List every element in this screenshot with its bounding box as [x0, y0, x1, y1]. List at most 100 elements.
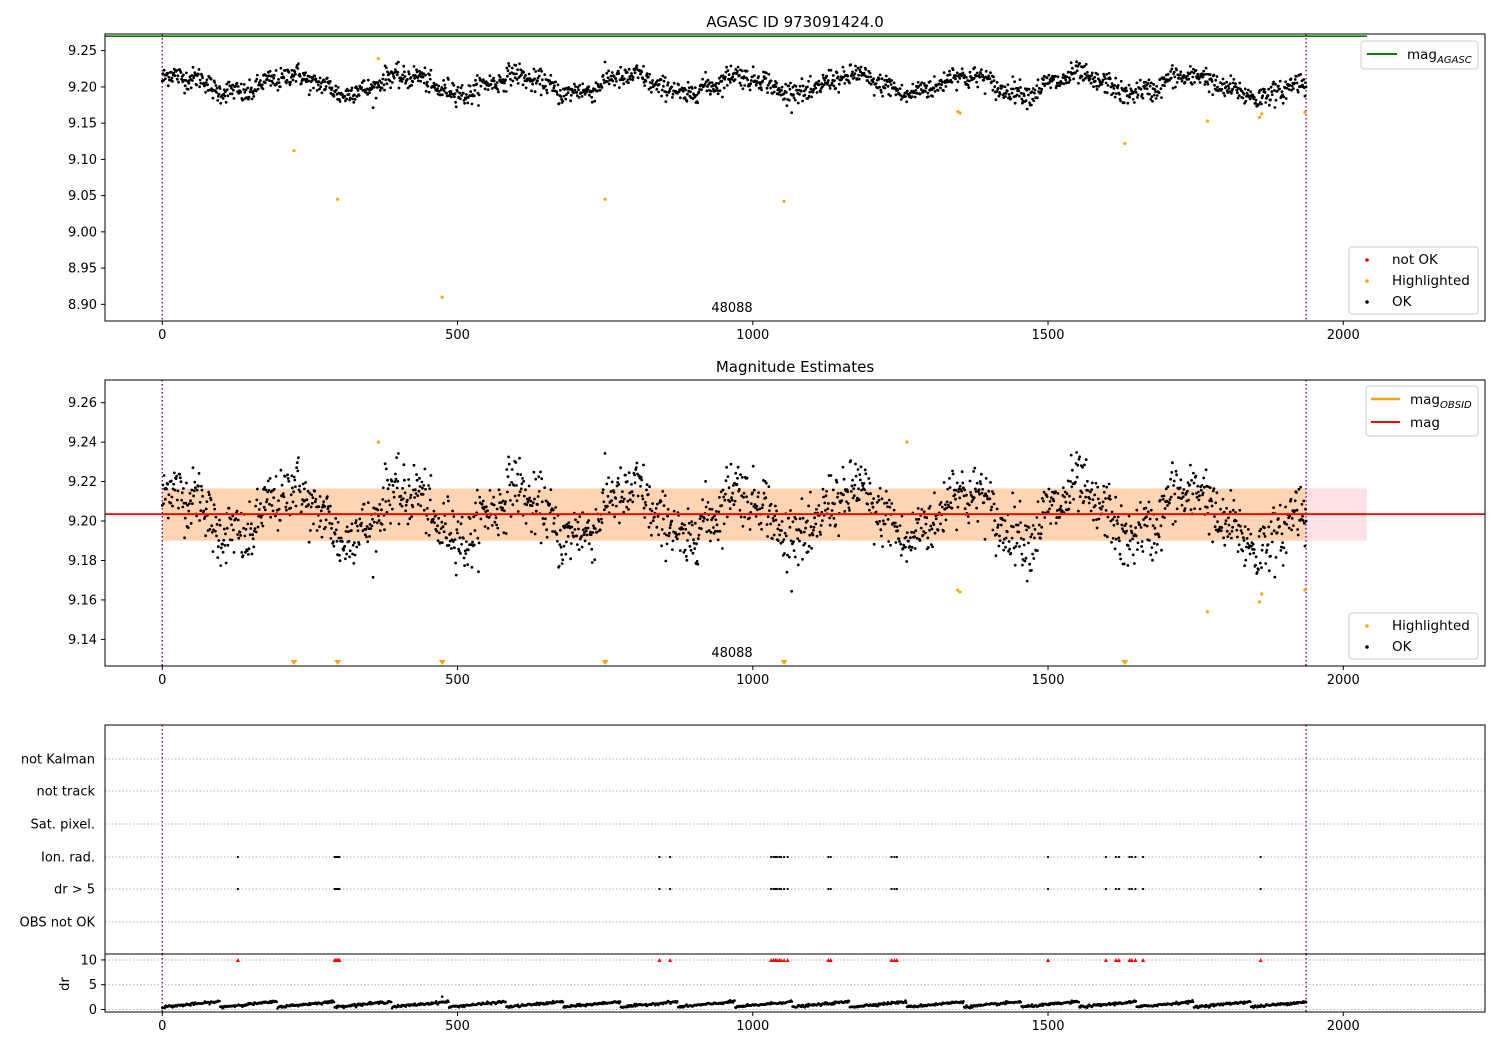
- ok-point: [716, 89, 719, 93]
- ok-point: [1296, 90, 1300, 94]
- ok-point: [1212, 73, 1216, 77]
- ok-point: [386, 70, 389, 74]
- dr-point: [447, 1000, 450, 1003]
- ok-point: [224, 100, 228, 104]
- ok-point: [163, 77, 167, 81]
- flag-row-label: dr > 5: [54, 883, 95, 898]
- ok-point: [1083, 484, 1087, 488]
- ok-point: [1228, 90, 1231, 93]
- ok-point: [892, 81, 896, 85]
- ok-point: [440, 520, 444, 524]
- legend-agasc-sub: AGASC: [1436, 55, 1472, 66]
- ok-point: [380, 81, 383, 85]
- ok-point: [282, 495, 286, 498]
- ok-point: [761, 79, 765, 83]
- ok-point: [574, 85, 577, 88]
- ok-point: [854, 462, 857, 466]
- ok-point: [618, 86, 621, 89]
- ok-point: [437, 84, 441, 88]
- ok-point: [928, 80, 932, 83]
- ok-point: [1190, 70, 1193, 74]
- ok-point: [1288, 83, 1292, 87]
- ok-point: [836, 75, 840, 79]
- ok-point: [178, 476, 182, 480]
- ok-point: [520, 482, 524, 486]
- ok-point: [486, 88, 490, 91]
- ok-point: [766, 83, 770, 87]
- ok-point: [644, 503, 648, 507]
- ok-point: [307, 540, 311, 544]
- ok-point: [250, 552, 254, 556]
- ok-point: [740, 476, 744, 479]
- ok-point: [465, 93, 468, 96]
- ok-point: [465, 540, 468, 543]
- x-tick-label: 2000: [1327, 328, 1360, 343]
- ok-point: [450, 547, 453, 550]
- ok-point: [611, 79, 615, 83]
- ok-point: [1112, 87, 1116, 90]
- ok-point: [1301, 514, 1304, 518]
- ok-point: [543, 486, 547, 489]
- ok-point: [999, 523, 1003, 527]
- ok-point: [871, 505, 875, 509]
- ok-point: [890, 79, 894, 82]
- ok-point: [687, 86, 691, 90]
- ok-point: [884, 74, 888, 78]
- ok-point: [386, 478, 389, 482]
- ok-point: [1214, 501, 1218, 505]
- ok-point: [857, 73, 860, 77]
- ok-point: [924, 522, 928, 526]
- dr-flag: [1134, 887, 1137, 891]
- ok-point: [1022, 538, 1025, 541]
- ok-point: [900, 83, 904, 87]
- obsid-annotation: 48088: [711, 301, 752, 316]
- ok-point: [904, 545, 907, 549]
- ok-point: [756, 81, 759, 85]
- ok-point: [1021, 563, 1024, 567]
- ok-point: [380, 523, 384, 526]
- ok-point: [976, 520, 980, 523]
- ok-point: [1200, 484, 1204, 487]
- ok-point: [315, 529, 319, 532]
- flag-markers: [236, 855, 1262, 891]
- ok-point: [1198, 76, 1201, 79]
- ok-point: [716, 529, 719, 533]
- ok-point: [657, 83, 661, 86]
- ok-point: [463, 564, 466, 567]
- ok-point: [251, 533, 255, 537]
- ok-point: [990, 80, 994, 84]
- ok-point: [549, 488, 553, 491]
- ok-point: [1216, 85, 1219, 89]
- ok-point: [1091, 77, 1095, 81]
- ok-point: [759, 83, 762, 86]
- ok-point: [343, 544, 347, 548]
- ok-point: [601, 491, 604, 495]
- ok-point: [1099, 507, 1103, 511]
- ok-point: [607, 69, 610, 73]
- ok-point: [522, 479, 526, 483]
- ok-point: [279, 66, 283, 70]
- x-tick-label: 500: [445, 673, 470, 688]
- ok-point: [883, 501, 886, 505]
- ok-point: [1013, 80, 1016, 84]
- ok-point: [1278, 503, 1282, 507]
- ok-point: [706, 518, 709, 522]
- ok-point: [846, 502, 850, 505]
- ok-point: [181, 505, 185, 509]
- ok-point: [1169, 495, 1173, 499]
- ok-point: [597, 519, 601, 523]
- ok-point: [1267, 525, 1271, 529]
- ok-point: [1045, 495, 1049, 498]
- dr-flag: [782, 887, 786, 891]
- ok-point: [736, 465, 740, 469]
- ok-point: [871, 80, 875, 84]
- ok-point: [768, 509, 771, 512]
- ok-point: [343, 94, 347, 98]
- ok-point: [1168, 501, 1171, 505]
- ok-point: [1270, 532, 1274, 536]
- ok-point: [1061, 73, 1065, 77]
- ok-point: [671, 96, 674, 99]
- x-tick-label: 0: [158, 328, 166, 343]
- ok-point: [539, 470, 542, 474]
- ok-point: [1211, 93, 1215, 96]
